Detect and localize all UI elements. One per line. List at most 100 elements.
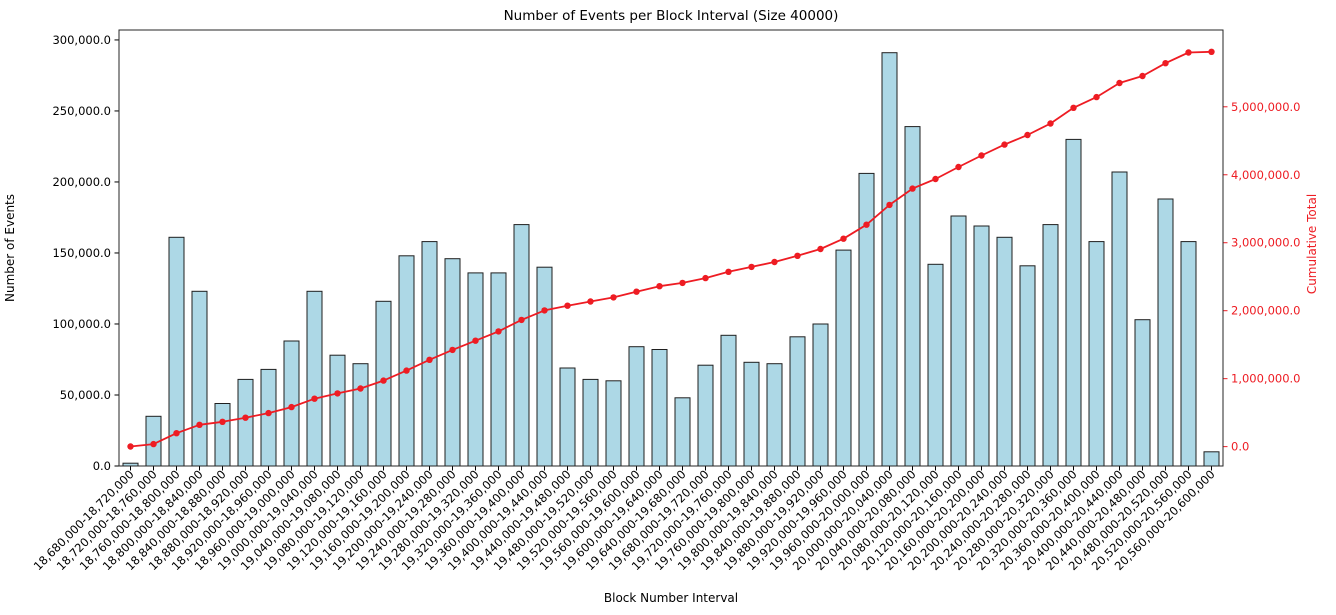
cumulative-point [1116, 79, 1123, 87]
bar [904, 126, 921, 467]
cumulative-point [495, 328, 502, 335]
bar [214, 403, 231, 467]
bar [1157, 198, 1174, 467]
x-axis-label: Block Number Interval [604, 591, 738, 605]
left-axis-tick-label: 100,000.0 [52, 317, 111, 331]
cumulative-point [656, 283, 663, 290]
left-axis-tick-label: 300,000.0 [52, 33, 111, 47]
bar [398, 255, 415, 467]
cumulative-point [403, 367, 410, 374]
bar [329, 354, 346, 467]
bar [973, 225, 990, 467]
cumulative-point [518, 316, 525, 324]
bar [444, 258, 461, 467]
bar [651, 349, 668, 467]
y-axis-label-left: Number of Events [3, 194, 17, 302]
bar [697, 364, 714, 467]
bar [1065, 138, 1082, 467]
bar [306, 290, 323, 467]
bar [1019, 265, 1036, 467]
bar [513, 224, 530, 467]
bar [950, 215, 967, 467]
cumulative-point [863, 221, 870, 228]
cumulative-point [219, 418, 226, 425]
bar [835, 249, 852, 467]
left-axis-tick-label: 150,000.0 [52, 246, 111, 260]
cumulative-point [449, 346, 456, 354]
cumulative-point [265, 409, 272, 417]
right-axis-tick-label: 4,000,000.0 [1231, 168, 1301, 182]
left-axis-tick-label: 250,000.0 [52, 104, 111, 118]
cumulative-point [610, 294, 617, 301]
bar [628, 346, 645, 467]
cumulative-point [955, 163, 962, 171]
bar [674, 397, 691, 467]
cumulative-point [932, 175, 939, 183]
cumulative-line [130, 50, 1212, 448]
bar [1180, 241, 1197, 467]
cumulative-point [748, 263, 755, 271]
cumulative-point [196, 421, 203, 428]
right-axis-tick-label: 3,000,000.0 [1231, 236, 1301, 250]
cumulative-point [541, 307, 548, 314]
left-axis-tick-label: 0.0 [93, 459, 111, 473]
bar [996, 236, 1013, 467]
bar [858, 172, 875, 467]
cumulative-point [794, 252, 801, 259]
right-axis-tick-label: 1,000,000.0 [1231, 372, 1301, 386]
cumulative-point [1093, 93, 1100, 101]
left-axis-tick-label: 50,000.0 [60, 388, 111, 402]
plot-area: 0.0 50,000.0 100,000.0 150,000.0 200,000.0 25… [31, 29, 1301, 573]
cumulative-point [679, 279, 686, 287]
bar [720, 334, 737, 467]
y-axis-label-right: Cumulative Total [1305, 194, 1319, 294]
right-axis-tick-label: 0.0 [1231, 440, 1249, 454]
cumulative-point [1162, 60, 1169, 67]
cumulative-point [1070, 104, 1077, 112]
cumulative-point [1024, 131, 1031, 139]
right-axis-tick-label: 5,000,000.0 [1231, 100, 1301, 114]
cumulative-point [702, 274, 709, 282]
bar [536, 266, 553, 467]
cumulative-point [357, 385, 364, 392]
cumulative-point [840, 235, 847, 242]
right-axis-tick-label: 2,000,000.0 [1231, 304, 1301, 318]
cumulative-point [978, 152, 985, 159]
bar [743, 361, 760, 467]
cumulative-point [886, 201, 893, 209]
cumulative-point [771, 258, 778, 266]
bar [1134, 319, 1151, 467]
plot-border [118, 29, 1224, 467]
cumulative-point [426, 356, 433, 363]
cumulative-point [311, 395, 318, 402]
bar [490, 272, 507, 467]
cumulative-point [1208, 48, 1215, 55]
bar [1042, 224, 1059, 467]
cumulative-point [587, 298, 594, 305]
cumulative-point [633, 288, 640, 295]
cumulative-point [1185, 49, 1192, 56]
bar [1111, 171, 1128, 467]
bar [812, 323, 829, 467]
cumulative-point [127, 443, 134, 450]
cumulative-point [725, 268, 732, 275]
bar [605, 380, 622, 467]
cumulative-point [909, 185, 916, 192]
bar [467, 272, 484, 467]
cumulative-point [334, 390, 341, 397]
cumulative-point [288, 403, 295, 411]
cumulative-point [150, 440, 157, 448]
cumulative-point [173, 430, 180, 437]
bar [421, 241, 438, 467]
bar [789, 336, 806, 467]
bar [260, 368, 277, 467]
bar [1088, 241, 1105, 467]
cumulative-point [1001, 141, 1008, 148]
bar [283, 340, 300, 467]
bar [352, 363, 369, 467]
chart-title: Number of Events per Block Interval (Siz… [504, 8, 839, 24]
bar [559, 367, 576, 467]
bar [881, 52, 898, 467]
cumulative-point [564, 302, 571, 309]
